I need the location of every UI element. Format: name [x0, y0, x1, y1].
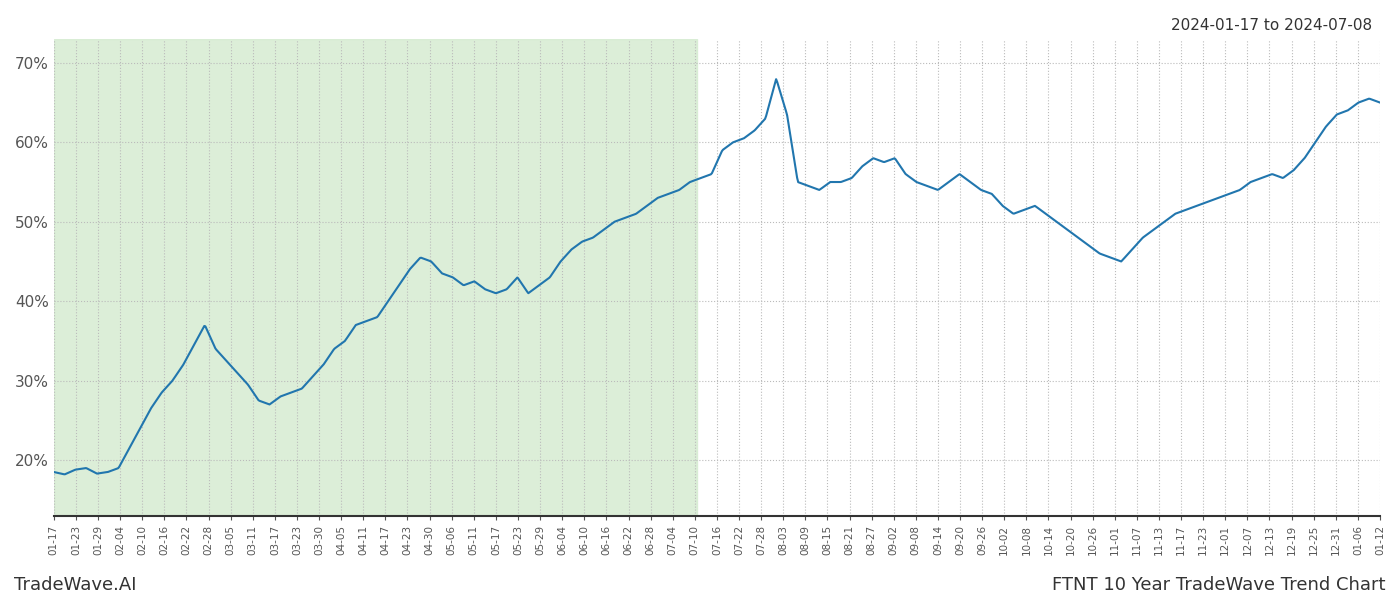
Bar	[53, 39, 697, 516]
Text: 2024-01-17 to 2024-07-08: 2024-01-17 to 2024-07-08	[1170, 18, 1372, 33]
Text: FTNT 10 Year TradeWave Trend Chart: FTNT 10 Year TradeWave Trend Chart	[1053, 576, 1386, 594]
Text: TradeWave.AI: TradeWave.AI	[14, 576, 137, 594]
